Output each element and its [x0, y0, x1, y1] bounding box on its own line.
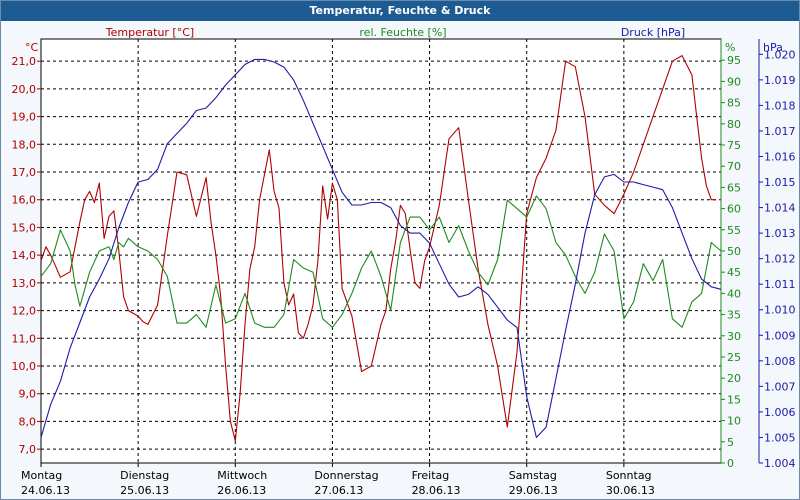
day-date-label: 27.06.13	[314, 484, 363, 497]
day-date-label: 29.06.13	[509, 484, 558, 497]
temp-tick-label: 16,0	[12, 194, 37, 207]
day-date-label: 26.06.13	[217, 484, 266, 497]
press-tick-label: 1.013	[764, 227, 796, 240]
hum-tick-label: 20	[727, 372, 741, 385]
hum-tick-label: 75	[727, 139, 741, 152]
hum-tick-label: 90	[727, 75, 741, 88]
day-date-label: 24.06.13	[21, 484, 70, 497]
day-name-label: Freitag	[412, 469, 450, 482]
hum-tick-label: 0	[727, 457, 734, 470]
hum-unit-label: %	[725, 41, 735, 54]
day-name-label: Montag	[21, 469, 62, 482]
press-tick-label: 1.015	[764, 176, 796, 189]
temp-unit-label: °C	[25, 41, 39, 54]
hum-tick-label: 5	[727, 436, 734, 449]
hum-tick-label: 35	[727, 309, 741, 322]
hum-tick-label: 25	[727, 351, 741, 364]
plot-background	[40, 38, 722, 464]
hum-tick-label: 60	[727, 203, 741, 216]
humidity-series-line	[40, 195, 722, 328]
legend-temp: Temperatur [°C]	[105, 26, 194, 39]
hum-tick-label: 65	[727, 181, 741, 194]
press-tick-label: 1.020	[764, 48, 796, 61]
hum-tick-label: 10	[727, 415, 741, 428]
press-unit-label: hPa	[763, 41, 783, 54]
day-date-label: 28.06.13	[412, 484, 461, 497]
temp-tick-label: 7,0	[19, 443, 37, 456]
press-tick-label: 1.014	[764, 202, 796, 215]
press-tick-label: 1.016	[764, 150, 796, 163]
hum-tick-label: 15	[727, 393, 741, 406]
temp-tick-label: 15,0	[12, 221, 37, 234]
temp-tick-label: 18,0	[12, 138, 37, 151]
day-date-label: 25.06.13	[120, 484, 169, 497]
press-tick-label: 1.009	[764, 329, 796, 342]
humidity-axis: 0 5 10 15 20 25 30 35 40 45 50 55 60 65 70 75 80 85 90 95	[720, 39, 741, 470]
press-tick-label: 1.011	[764, 278, 796, 291]
press-tick-label: 1.004	[764, 457, 796, 470]
temp-tick-label: 12,0	[12, 305, 37, 318]
temp-tick-label: 11,0	[12, 332, 37, 345]
hum-tick-label: 70	[727, 160, 741, 173]
press-tick-label: 1.018	[764, 99, 796, 112]
hum-tick-label: 80	[727, 118, 741, 131]
temp-tick-label: 8,0	[19, 415, 37, 428]
temp-tick-label: 14,0	[12, 249, 37, 262]
day-name-label: Sonntag	[606, 469, 652, 482]
press-tick-label: 1.010	[764, 304, 796, 317]
hum-tick-label: 95	[727, 54, 741, 67]
day-name-label: Mittwoch	[217, 469, 267, 482]
hum-tick-label: 55	[727, 224, 741, 237]
hum-tick-label: 50	[727, 245, 741, 258]
hum-tick-label: 30	[727, 330, 741, 343]
temp-tick-label: 10,0	[12, 360, 37, 373]
hum-tick-label: 45	[727, 266, 741, 279]
temp-tick-label: 9,0	[19, 388, 37, 401]
temp-series-line	[40, 55, 717, 442]
day-date-label: 30.06.13	[606, 484, 655, 497]
press-tick-label: 1.019	[764, 74, 796, 87]
temp-tick-label: 20,0	[12, 83, 37, 96]
press-tick-label: 1.017	[764, 125, 796, 138]
press-tick-label: 1.007	[764, 380, 796, 393]
hum-tick-label: 85	[727, 97, 741, 110]
legend-press: Druck [hPa]	[621, 26, 685, 39]
temp-tick-label: 21,0	[12, 55, 37, 68]
pressure-axis: 1.004 1.005 1.006 1.007 1.008 1.009 1.010 1.011…	[758, 39, 796, 470]
temp-tick-label: 19,0	[12, 111, 37, 124]
day-name-label: Donnerstag	[314, 469, 378, 482]
series-lines	[40, 55, 722, 442]
pressure-series-line	[40, 58, 722, 439]
press-tick-label: 1.005	[764, 431, 796, 444]
chart-title: Temperatur, Feuchte & Druck	[1, 1, 799, 21]
press-tick-label: 1.012	[764, 253, 796, 266]
x-axis: Montag 24.06.13 Dienstag 25.06.13 Mittwoch 26…	[21, 463, 655, 497]
grid-lines	[41, 39, 721, 463]
day-name-label: Dienstag	[120, 469, 169, 482]
legend-hum: rel. Feuchte [%]	[359, 26, 446, 39]
day-name-label: Samstag	[509, 469, 557, 482]
press-tick-label: 1.008	[764, 355, 796, 368]
temp-tick-label: 13,0	[12, 277, 37, 290]
temp-axis: 7,0 8,0 9,0 10,0 11,0 12,0 13,0 14,0 15,0 16,0 17,…	[12, 55, 41, 456]
temp-tick-label: 17,0	[12, 166, 37, 179]
hum-tick-label: 40	[727, 287, 741, 300]
press-tick-label: 1.006	[764, 406, 796, 419]
